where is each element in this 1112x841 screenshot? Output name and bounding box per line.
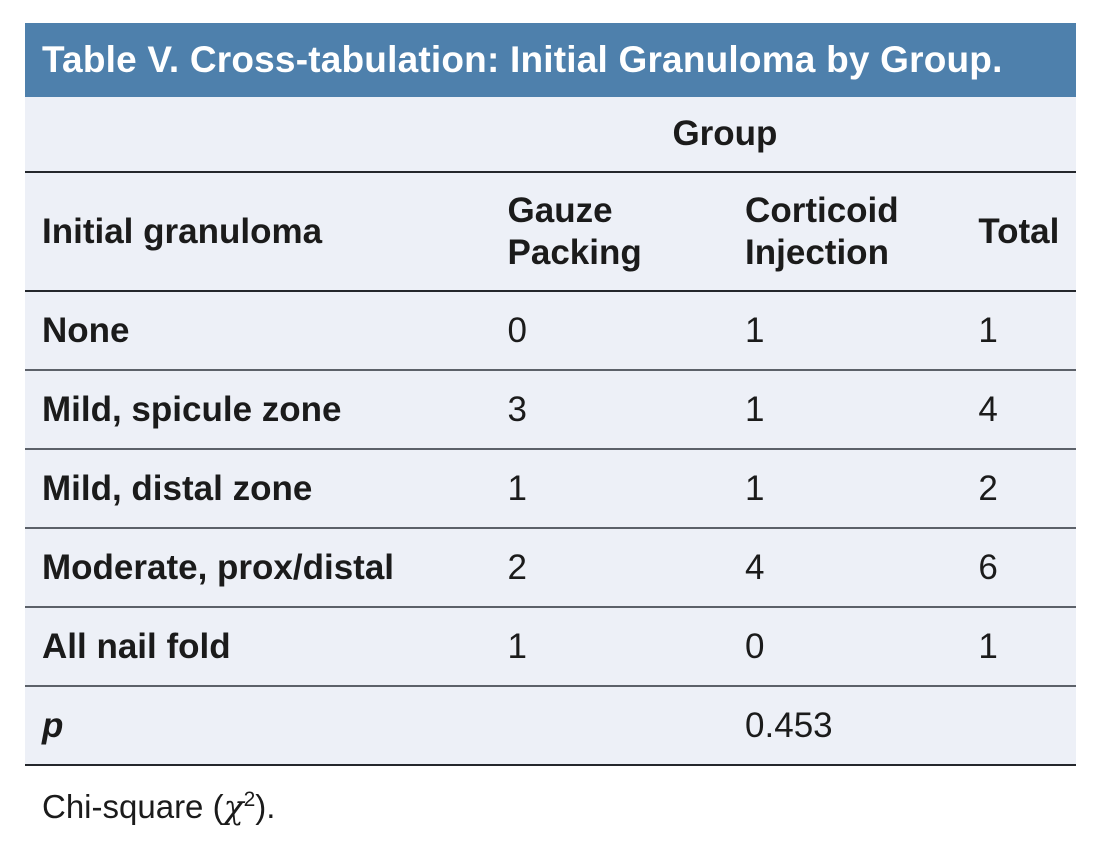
table-title: Table V. Cross-tabulation: Initial Granu… (25, 23, 1076, 97)
p-label: p (25, 686, 490, 766)
group-header-cell: Group (489, 97, 961, 173)
cell-corticoid: 4 (727, 528, 961, 608)
chi-square-footnote: Chi-square (χ2). (25, 787, 1076, 826)
cell-corticoid: 1 (727, 449, 961, 529)
cell-total: 4 (960, 370, 1076, 450)
table-figure: Table V. Cross-tabulation: Initial Granu… (25, 23, 1076, 826)
column-header-row: Initial granuloma Gauze Packing Corticoi… (25, 172, 1076, 292)
cell-total: 1 (960, 607, 1076, 687)
chi-symbol: χ (223, 787, 244, 826)
group-header-spacer-right (960, 97, 1076, 173)
table-row-mild-spicule: Mild, spicule zone 3 1 4 (25, 370, 1076, 450)
cell-total: 2 (960, 449, 1076, 529)
row-label: Mild, distal zone (25, 449, 490, 529)
table-row-all-nail-fold: All nail fold 1 0 1 (25, 607, 1076, 687)
row-label: Mild, spicule zone (25, 370, 490, 450)
table-row-none: None 0 1 1 (25, 291, 1076, 371)
group-header-row: Group (25, 97, 1076, 173)
cell-corticoid: 1 (727, 291, 961, 371)
column-header-total: Total (960, 172, 1076, 292)
crosstab-table: Group Initial granuloma Gauze Packing Co… (25, 97, 1076, 766)
footnote-suffix: ). (255, 788, 276, 825)
table-row-moderate: Moderate, prox/distal 2 4 6 (25, 528, 1076, 608)
footnote-text: Chi-square ( (42, 788, 224, 825)
table-row-mild-distal: Mild, distal zone 1 1 2 (25, 449, 1076, 529)
cell-corticoid: 1 (727, 370, 961, 450)
row-label: Moderate, prox/distal (25, 528, 490, 608)
column-header-corticoid-injection: Corticoid Injection (727, 172, 961, 292)
cell-corticoid: 0 (727, 607, 961, 687)
cell-total (960, 686, 1076, 766)
group-header-spacer-left (25, 97, 490, 173)
cell-total: 6 (960, 528, 1076, 608)
column-header-gauze-packing: Gauze Packing (489, 172, 728, 292)
cell-total: 1 (960, 291, 1076, 371)
cell-gauze: 1 (489, 607, 728, 687)
chi-exponent: 2 (243, 788, 256, 811)
table-row-p-value: p 0.453 (25, 686, 1076, 766)
row-label: None (25, 291, 490, 371)
cell-gauze: 0 (489, 291, 728, 371)
cell-gauze: 2 (489, 528, 728, 608)
cell-gauze (489, 686, 728, 766)
column-header-initial-granuloma: Initial granuloma (25, 172, 490, 292)
cell-gauze: 1 (489, 449, 728, 529)
row-label: All nail fold (25, 607, 490, 687)
p-value: 0.453 (727, 686, 961, 766)
cell-gauze: 3 (489, 370, 728, 450)
